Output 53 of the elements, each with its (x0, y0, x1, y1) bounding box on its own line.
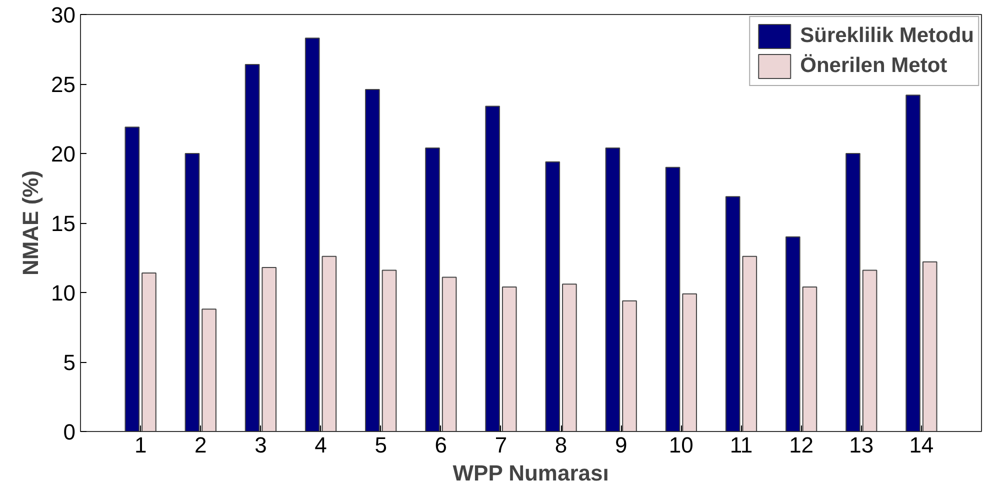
bar (605, 147, 620, 432)
bar (202, 308, 216, 432)
bar (846, 153, 860, 432)
bar (682, 293, 697, 432)
bar (425, 147, 440, 432)
bar (142, 272, 156, 432)
x-tick-label: 12 (789, 432, 814, 458)
bar (365, 89, 380, 432)
bar (862, 270, 878, 432)
x-tick-label: 6 (434, 432, 448, 458)
bar (382, 270, 397, 432)
bar (665, 166, 680, 432)
x-tick-label: 1 (134, 432, 147, 458)
y-tick-label: 30 (51, 2, 76, 28)
x-tick-label: 7 (494, 432, 508, 458)
legend-label: Önerilen Metot (800, 54, 948, 78)
bar (244, 64, 260, 432)
bar (545, 161, 560, 432)
bar (922, 261, 938, 432)
x-tick-label: 9 (614, 432, 628, 458)
y-tick-label: 25 (51, 72, 76, 97)
legend-label: Süreklilik Metodu (800, 24, 974, 48)
x-tick-label: 8 (554, 432, 568, 458)
bar (562, 284, 577, 432)
y-tick-label: 20 (51, 142, 76, 166)
y-tick-label: 10 (51, 280, 76, 306)
bar (785, 236, 800, 432)
bar (502, 286, 517, 432)
x-tick-label: 5 (374, 432, 387, 458)
x-axis-title: WPP Numarası (452, 460, 609, 486)
bar (906, 94, 920, 432)
y-axis-title: NMAE (%) (18, 170, 44, 276)
y-tick-label: 0 (63, 420, 76, 444)
bar (622, 300, 637, 432)
x-tick-label: 13 (849, 432, 874, 458)
bar (442, 276, 457, 432)
bar (322, 256, 337, 432)
x-tick-label: 10 (668, 432, 694, 458)
bar (262, 266, 277, 432)
x-tick-label: 11 (730, 432, 753, 458)
x-tick-label: 2 (194, 432, 207, 458)
y-tick-label: 15 (51, 211, 76, 236)
bar (124, 126, 140, 432)
bar (725, 196, 740, 432)
bar (742, 256, 758, 432)
bar (304, 38, 320, 432)
x-tick-label: 14 (909, 432, 934, 458)
bar (802, 286, 818, 432)
bar (485, 106, 500, 432)
bar (184, 153, 200, 432)
x-tick-label: 4 (314, 432, 327, 458)
y-tick-label: 5 (63, 350, 76, 375)
x-tick-label: 3 (254, 432, 267, 458)
